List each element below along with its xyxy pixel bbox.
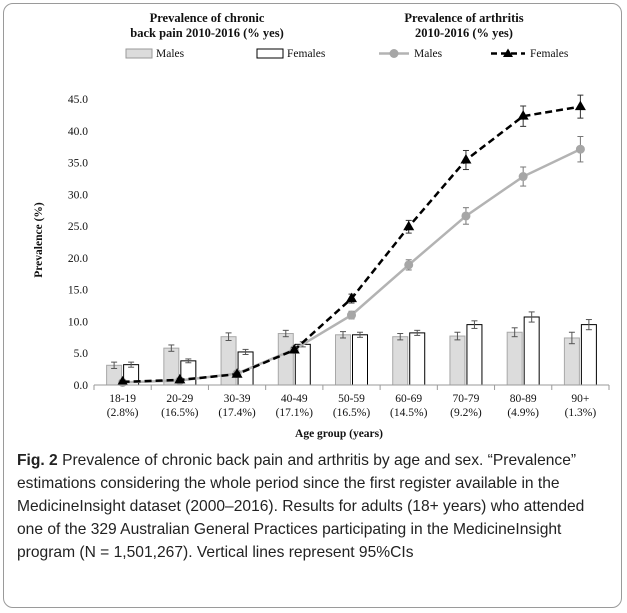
arthritis-point-males-60-69: [404, 260, 414, 270]
caption-text: Prevalence of chronic back pain and arth…: [17, 452, 585, 561]
y-tick-label-2: 10.0: [68, 316, 88, 328]
bar-females-90+: [580, 324, 597, 386]
y-tick-label-6: 30.0: [68, 189, 88, 201]
legend-label-line-males: Males: [414, 48, 443, 60]
arthritis-point-females-50-59: [346, 292, 357, 303]
x-tick-label-18-19: 18-19: [109, 393, 136, 405]
back-pain-title-line-2: back pain 2010-2016 (% yes): [130, 26, 283, 40]
bar-females-50-59: [352, 334, 368, 386]
x-axis: 18-19 (2.8%) 20-29 (16.5%) 30-39 (17.4%) 40-49…: [93, 385, 610, 419]
arthritis-title-line-2: 2010-2016 (% yes): [415, 26, 513, 40]
legend-marker-females: [503, 48, 513, 57]
x-tick-label-40-49: 40-49: [281, 393, 308, 405]
bar-females-70-79: [466, 324, 483, 386]
arthritis-point-females-30-39: [231, 368, 243, 378]
x-tick-label-80-89: 80-89: [510, 393, 537, 405]
y-tick-label-1: 5.0: [74, 348, 89, 360]
bar-females-60-69: [409, 332, 426, 386]
arthritis-point-females-70-79: [460, 154, 472, 164]
arthritis-point-females-40-49: [288, 344, 300, 354]
arthritis-point-males-90+: [575, 144, 585, 154]
legend-label-bar-males: Males: [156, 48, 185, 60]
x-tick-pct-20-29: (16.5%): [161, 407, 199, 419]
x-tick-pct-30-39: (17.4%): [218, 407, 256, 419]
back-pain-title-line-1: Prevalence of chronic: [150, 11, 265, 25]
x-tick-pct-80-89: (4.9%): [507, 407, 539, 419]
arthritis-title-line-1: Prevalence of arthritis: [404, 11, 523, 25]
y-tick-label-7: 35.0: [68, 158, 88, 170]
x-tick-pct-50-59: (16.5%): [333, 407, 371, 419]
y-axis-label: Prevalence (%): [33, 202, 45, 278]
arthritis-point-females-60-69: [403, 220, 415, 231]
y-tick-label-5: 25.0: [68, 221, 88, 233]
figure-caption: Fig. 2 Prevalence of chronic back pain a…: [17, 449, 613, 564]
x-tick-pct-40-49: (17.1%): [276, 407, 314, 419]
arthritis-point-females-80-89: [517, 110, 529, 120]
arthritis-point-males-80-89: [518, 172, 528, 182]
bar-males-50-59: [335, 334, 351, 386]
x-axis-label: Age group (years): [295, 428, 383, 440]
bar-males-60-69: [392, 336, 409, 386]
arthritis-point-males-50-59: [347, 310, 356, 320]
y-axis: 0.0 5.0 10.0 15.0 20.0 25.0 30.0 35.0 40.0 45.0: [68, 94, 88, 392]
caption-label: Fig. 2: [17, 452, 58, 469]
legend-swatch-bar-females: [256, 48, 284, 59]
line-series: [117, 94, 586, 387]
prevalence-chart: Prevalence of chronic back pain 2010-201…: [33, 11, 610, 440]
bar-males-30-39: [220, 336, 237, 386]
bar-series: [106, 311, 597, 386]
x-tick-label-50-59: 50-59: [338, 393, 365, 405]
y-tick-label-3: 15.0: [68, 285, 88, 297]
legend-marker-males: [389, 49, 399, 58]
x-tick-label-90+: 90+: [571, 393, 589, 405]
arthritis-point-females-90+: [574, 100, 586, 111]
y-tick-label-9: 45.0: [68, 94, 88, 106]
x-tick-pct-60-69: (14.5%): [390, 407, 428, 419]
x-tick-label-30-39: 30-39: [224, 393, 251, 405]
y-tick-label-4: 20.0: [68, 253, 88, 265]
x-tick-pct-18-19: (2.8%): [107, 407, 139, 419]
bar-males-40-49: [277, 333, 294, 386]
bar-males-70-79: [449, 335, 466, 386]
x-tick-label-60-69: 60-69: [395, 393, 422, 405]
x-tick-label-70-79: 70-79: [453, 393, 480, 405]
arthritis-point-females-20-29: [174, 373, 186, 384]
legend: Males Females Males Females: [125, 48, 569, 60]
x-tick-pct-90+: (1.3%): [565, 407, 597, 419]
x-tick-pct-70-79: (9.2%): [450, 407, 482, 419]
bar-females-80-89: [523, 316, 540, 386]
x-tick-label-20-29: 20-29: [166, 393, 193, 405]
bar-males-90+: [563, 337, 580, 386]
legend-swatch-bar-males: [125, 48, 153, 59]
bar-males-80-89: [506, 331, 523, 386]
legend-label-line-females: Females: [530, 48, 569, 60]
arthritis-point-females-18-19: [117, 375, 129, 386]
y-tick-label-0: 0.0: [74, 380, 89, 392]
figure-frame: Prevalence of chronic back pain 2010-201…: [3, 3, 622, 608]
legend-label-bar-females: Females: [287, 48, 326, 60]
y-tick-label-8: 40.0: [68, 126, 88, 138]
arthritis-point-males-70-79: [461, 211, 471, 221]
